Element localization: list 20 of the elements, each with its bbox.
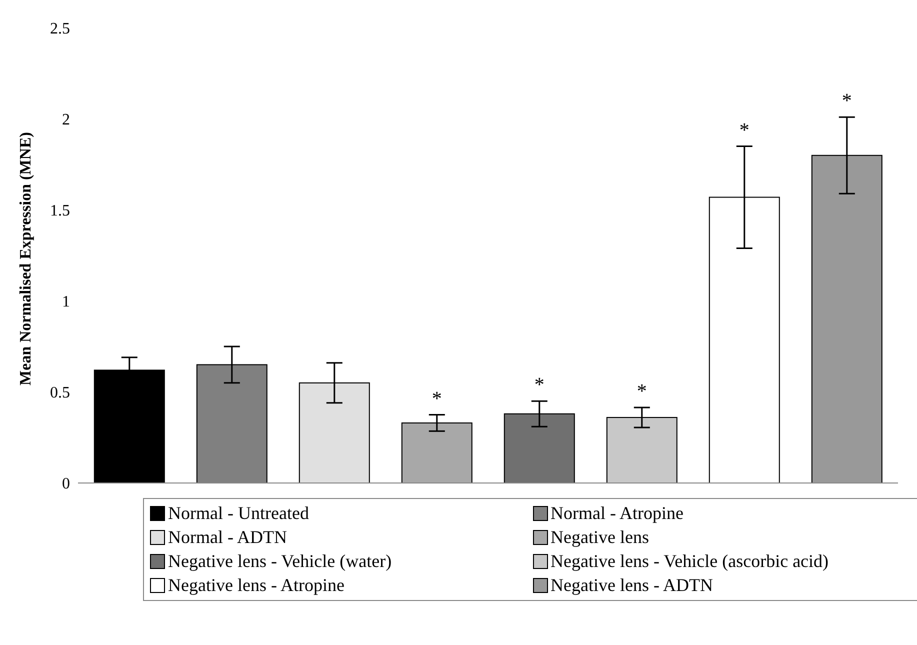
data-label: *	[842, 90, 852, 112]
data-label: *	[739, 119, 750, 142]
legend-label: Negative lens - Vehicle (ascorbic acid)	[550, 551, 829, 572]
y-axis-title: Mean Normalised Expression (MNE)	[18, 132, 35, 386]
data-label: *	[432, 388, 442, 410]
data-label: *	[534, 374, 544, 396]
y-tick-label: 2	[62, 112, 70, 129]
y-tick-label: 1	[62, 294, 70, 311]
legend-label: Negative lens - Atropine	[168, 575, 344, 596]
legend-label: Normal - Untreated	[168, 503, 309, 524]
data-label: *	[636, 380, 647, 402]
y-tick-label: 0.5	[50, 384, 70, 402]
y-tick-label: 2.5	[50, 20, 70, 38]
legend-label: Negative lens	[550, 527, 649, 548]
legend-label: Negative lens - ADTN	[550, 575, 713, 596]
legend-label: Normal - ADTN	[168, 527, 287, 548]
legend-label: Normal - Atropine	[550, 503, 684, 524]
legend-label: Negative lens - Vehicle (water)	[168, 551, 392, 572]
y-tick-label: 0	[62, 476, 70, 493]
y-tick-label: 1.5	[50, 202, 70, 220]
